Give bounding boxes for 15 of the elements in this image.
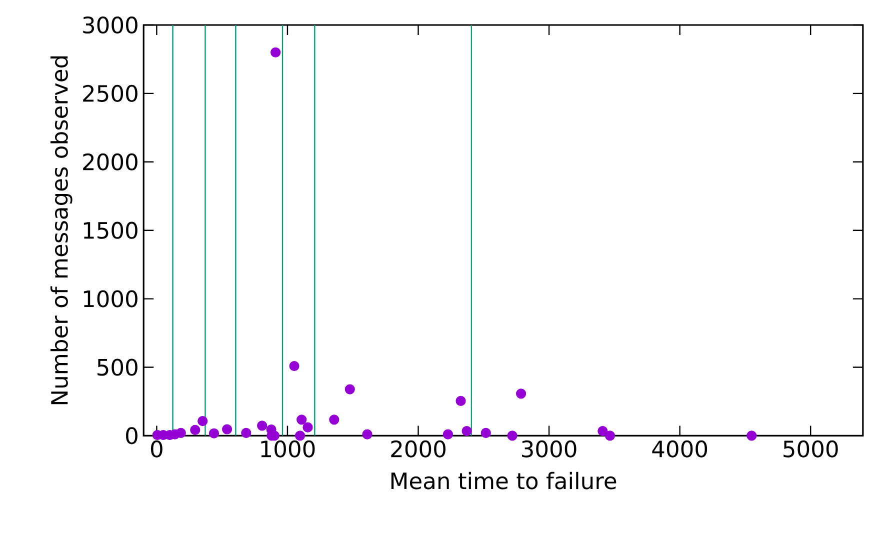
x-tick-label: 1000 bbox=[261, 440, 315, 458]
x-tick-label: 0 bbox=[150, 440, 162, 458]
y-tick-label: 0 bbox=[126, 427, 138, 444]
x-axis-title: Mean time to failure bbox=[391, 472, 616, 490]
x-tick-label: 5000 bbox=[784, 440, 838, 458]
y-axis-title: Number of messages observed bbox=[50, 56, 72, 404]
x-tick-label: 4000 bbox=[652, 440, 708, 458]
y-tick-label: 3000 bbox=[83, 16, 138, 34]
x-tick-label: 2000 bbox=[391, 440, 446, 458]
y-tick-label: 2500 bbox=[83, 84, 138, 102]
y-tick-label: 2000 bbox=[83, 153, 138, 170]
y-tick-label: 500 bbox=[98, 358, 138, 376]
y-tick-label: 1000 bbox=[84, 290, 138, 308]
y-tick-label: 1500 bbox=[84, 222, 138, 239]
x-tick-label: 3000 bbox=[522, 440, 576, 458]
